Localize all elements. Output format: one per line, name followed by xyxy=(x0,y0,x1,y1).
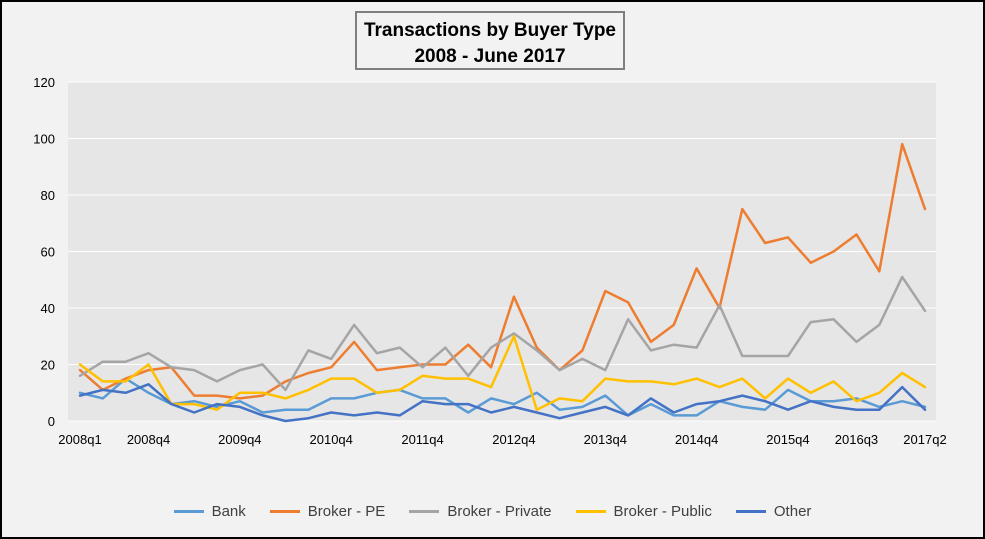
legend-label: Other xyxy=(773,502,812,520)
series-line-broker-pe xyxy=(78,142,927,400)
series-line-broker-private xyxy=(78,275,927,392)
legend-item: Bank xyxy=(173,502,246,520)
x-tick-label: 2008q4 xyxy=(127,432,170,447)
legend-swatch xyxy=(735,509,766,513)
legend-swatch xyxy=(173,509,204,513)
x-tick-label: 2012q4 xyxy=(492,432,535,447)
legend-item: Broker - Public xyxy=(575,502,712,520)
chart-title: Transactions by Buyer Type xyxy=(363,20,616,41)
y-tick-label: 120 xyxy=(33,75,55,90)
x-tick-label: 2017q2 xyxy=(903,432,946,447)
x-tick-label: 2010q4 xyxy=(310,432,353,447)
x-tick-label: 2016q3 xyxy=(835,432,878,447)
legend-label: Bank xyxy=(211,502,246,520)
chart-title-box: Transactions by Buyer Type 2008 - June 2… xyxy=(355,11,625,70)
y-tick-label: 80 xyxy=(41,188,55,203)
legend-item: Broker - PE xyxy=(269,502,386,520)
x-tick-label: 2011q4 xyxy=(401,432,443,447)
legend-item: Other xyxy=(735,502,812,520)
y-axis-ticks: 0 20 40 60 80 100 120 xyxy=(33,75,55,429)
chart-subtitle: 2008 - June 2017 xyxy=(414,46,566,67)
y-tick-label: 100 xyxy=(33,132,55,147)
x-tick-label: 2013q4 xyxy=(584,432,627,447)
x-tick-label: 2014q4 xyxy=(675,432,718,447)
x-axis-ticks: 2008q1 2008q4 2009q4 2010q4 2011q4 2012q4 2013… xyxy=(58,432,946,447)
x-tick-label: 2008q1 xyxy=(58,432,101,447)
legend-swatch xyxy=(575,509,606,513)
series-group xyxy=(78,142,927,423)
legend-label: Broker - PE xyxy=(307,502,386,520)
legend-item: Broker - Private xyxy=(409,502,552,520)
legend-swatch xyxy=(409,509,440,513)
legend: Bank Broker - PE Broker - Private Broker - … xyxy=(0,500,985,522)
y-tick-label: 0 xyxy=(48,414,55,429)
y-tick-label: 40 xyxy=(41,301,55,316)
legend-label: Broker - Public xyxy=(613,502,712,520)
y-tick-label: 60 xyxy=(41,245,55,260)
legend-label: Broker - Private xyxy=(447,502,552,520)
legend-swatch xyxy=(269,509,300,513)
gridlines xyxy=(68,81,936,422)
series-line-broker-public xyxy=(78,335,927,411)
x-tick-label: 2015q4 xyxy=(766,432,809,447)
x-tick-label: 2009q4 xyxy=(218,432,261,447)
y-tick-label: 20 xyxy=(41,358,55,373)
series-line-other xyxy=(78,383,927,423)
